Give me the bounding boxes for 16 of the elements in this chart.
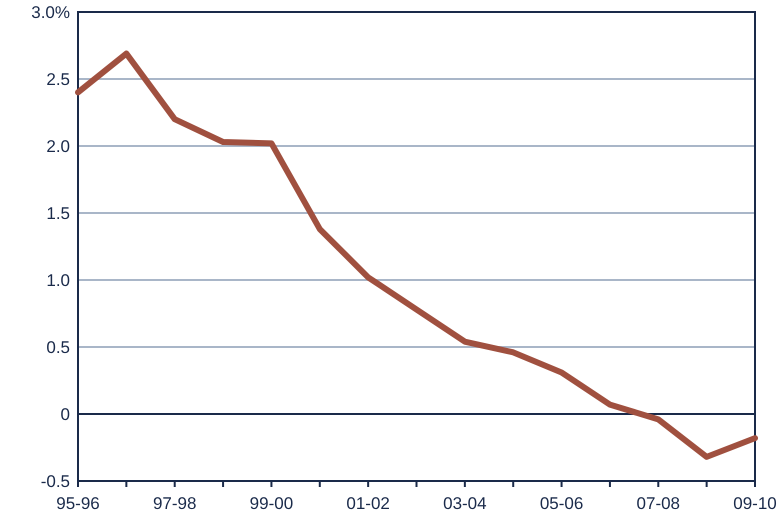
y-tick-label: 0.5: [46, 338, 70, 357]
y-tick-label: -0.5: [40, 472, 70, 491]
x-tick-label: 95-96: [56, 494, 100, 513]
y-tick-label: 1.0: [46, 270, 70, 290]
y-tick-label: 1.5: [46, 204, 70, 223]
x-tick-label: 09-10: [733, 494, 777, 513]
y-tick-label: 3.0%: [31, 2, 70, 22]
y-tick-label: 2.5: [46, 70, 70, 89]
x-tick-label: 97-98: [152, 494, 196, 513]
y-tick-label: 0: [60, 404, 70, 424]
x-tick-label: 99-00: [250, 494, 294, 513]
x-tick-label: 07-08: [636, 494, 680, 513]
x-tick-label: 03-04: [443, 494, 487, 513]
x-tick-label: 05-06: [540, 494, 584, 513]
y-tick-label: 2.0: [46, 136, 70, 156]
x-tick-label: 01-02: [346, 494, 390, 513]
